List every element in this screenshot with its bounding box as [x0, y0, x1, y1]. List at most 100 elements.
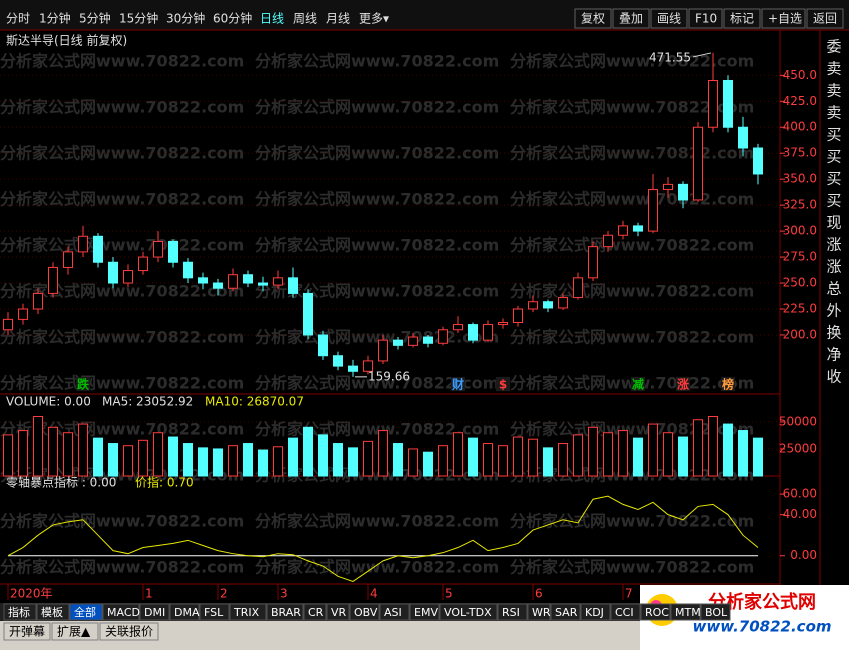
toolbar-button-label[interactable]: F10 [695, 12, 717, 26]
event-marker: 财 [451, 377, 464, 392]
tab[interactable] [69, 603, 103, 621]
toolbar-button-label[interactable]: 标记 [730, 12, 754, 26]
tab[interactable] [102, 603, 140, 621]
tab[interactable] [580, 603, 611, 621]
tab-label[interactable]: TRIX [233, 606, 260, 619]
tab-label[interactable]: BRAR [271, 606, 301, 619]
toolbar-button-label[interactable]: +自选 [768, 12, 802, 26]
toolbar-button[interactable] [612, 8, 650, 29]
toolbar-item[interactable]: 1分钟 [39, 11, 71, 26]
tab-label[interactable]: 模板 [41, 605, 63, 619]
tab-label[interactable]: 全部 [74, 605, 96, 619]
tab-label[interactable]: WR [532, 606, 551, 619]
toolbar-item[interactable]: 5分钟 [79, 11, 111, 26]
tab-label[interactable]: DMA [174, 606, 200, 619]
tab[interactable] [497, 603, 528, 621]
tab[interactable] [409, 603, 440, 621]
tab[interactable] [610, 603, 641, 621]
y-tick-label: 40.00 [783, 507, 817, 521]
tab[interactable] [229, 603, 267, 621]
toolbar-button-label[interactable]: 画线 [657, 12, 681, 26]
toolbar-item[interactable]: 日线 [260, 12, 284, 26]
volume-bar [498, 445, 508, 477]
x-tick-label: 5 [445, 587, 453, 601]
toolbar-item[interactable]: 分时 [6, 12, 30, 26]
watermark: 分析家公式网www.70822.com [510, 558, 754, 577]
tab[interactable] [670, 603, 701, 621]
tab-label[interactable]: EMV [414, 606, 438, 619]
event-marker-bg [496, 377, 510, 391]
tab-label[interactable]: RSI [502, 606, 520, 619]
volume-bar [228, 445, 238, 477]
tab[interactable] [3, 603, 37, 621]
tab-label[interactable]: SAR [555, 606, 578, 619]
tab-label[interactable]: CR [308, 606, 324, 619]
tab[interactable] [379, 603, 410, 621]
toolbar-item[interactable]: 月线 [326, 12, 350, 26]
volume-bar [168, 436, 178, 477]
bottom-button-label[interactable]: 关联报价 [105, 624, 153, 639]
side-label: 买 [826, 170, 841, 188]
candle-body [243, 274, 253, 284]
tab[interactable] [527, 603, 551, 621]
tab-label[interactable]: DMI [144, 606, 165, 619]
bottom-button[interactable] [51, 622, 99, 641]
tab[interactable] [266, 603, 304, 621]
y-tick-label: 225.0 [783, 301, 817, 315]
low-label: 159.66 [368, 369, 410, 383]
toolbar-button[interactable] [650, 8, 688, 29]
tab[interactable] [36, 603, 70, 621]
tab-label[interactable]: 指标 [8, 605, 30, 619]
tab[interactable] [700, 603, 731, 621]
toolbar-item[interactable]: 周线 [293, 12, 317, 26]
candle-body [513, 308, 523, 323]
toolbar-button[interactable] [806, 8, 844, 29]
watermark: 分析家公式网www.70822.com [510, 190, 754, 209]
toolbar-button-label[interactable]: 叠加 [619, 12, 643, 26]
tab-label[interactable]: VOL-TDX [444, 606, 492, 619]
tab[interactable] [550, 603, 581, 621]
candle-body [723, 80, 733, 128]
tab-label[interactable]: OBV [354, 606, 378, 619]
volume-bar [408, 448, 418, 477]
bottom-button[interactable] [99, 622, 159, 641]
y-tick-label: 25000 [779, 441, 817, 455]
candle-body [3, 318, 13, 331]
x-tick-label: 1 [145, 587, 153, 601]
toolbar-item[interactable]: 更多▾ [359, 12, 389, 26]
candle-body [738, 126, 748, 149]
tab-label[interactable]: CCI [615, 606, 634, 619]
tab[interactable] [640, 603, 671, 621]
toolbar-button[interactable] [688, 8, 723, 29]
toolbar-item[interactable]: 15分钟 [119, 11, 158, 26]
watermark: 分析家公式网www.70822.com [255, 328, 499, 347]
toolbar-button[interactable] [761, 8, 806, 29]
tab[interactable] [199, 603, 230, 621]
toolbar-item[interactable]: 30分钟 [166, 11, 205, 26]
event-marker-bg [721, 377, 735, 391]
toolbar-button[interactable] [574, 8, 612, 29]
tab[interactable] [139, 603, 170, 621]
tab-label[interactable]: FSL [204, 606, 224, 619]
bottom-button-label[interactable]: 扩展▲ [57, 625, 91, 639]
bottom-button[interactable] [3, 622, 51, 641]
tab-label[interactable]: MTM [675, 606, 701, 619]
tab-label[interactable]: ASI [384, 606, 402, 619]
candle-body [183, 261, 193, 279]
tab[interactable] [326, 603, 350, 621]
tab-label[interactable]: BOL [705, 606, 728, 619]
tab-label[interactable]: ROC [645, 606, 669, 619]
toolbar-button[interactable] [723, 8, 761, 29]
toolbar-item[interactable]: 60分钟 [213, 11, 252, 26]
tab-label[interactable]: KDJ [585, 606, 604, 619]
candle-body [378, 339, 388, 362]
tab[interactable] [169, 603, 200, 621]
bottom-button-label[interactable]: 开弹幕 [9, 625, 45, 639]
toolbar-button-label[interactable]: 复权 [581, 12, 605, 26]
tab[interactable] [303, 603, 327, 621]
tab-label[interactable]: VR [331, 606, 347, 619]
tab[interactable] [439, 603, 498, 621]
tab[interactable] [349, 603, 380, 621]
toolbar-button-label[interactable]: 返回 [813, 12, 837, 26]
tab-label[interactable]: MACD [107, 606, 140, 619]
